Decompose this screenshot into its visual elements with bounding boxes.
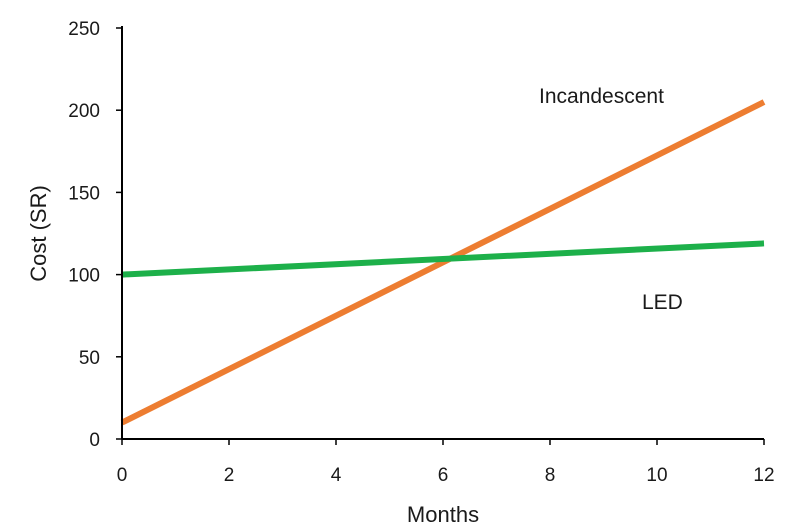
plot-lines bbox=[120, 99, 766, 426]
y-tick-label: 50 bbox=[79, 348, 100, 369]
y-tick-label: 200 bbox=[68, 101, 100, 122]
series-label-led: LED bbox=[642, 291, 683, 314]
x-tick-label: 8 bbox=[545, 465, 556, 486]
x-tick-label: 4 bbox=[331, 465, 342, 486]
series-line-incandescent bbox=[120, 99, 766, 426]
x-tick-label: 10 bbox=[646, 465, 667, 486]
series-label-incandescent: Incandescent bbox=[539, 85, 664, 108]
x-axis-title: Months bbox=[407, 502, 479, 527]
x-axis-ticks: 0 2 4 6 8 10 12 bbox=[117, 439, 775, 486]
y-tick-label: 250 bbox=[68, 19, 100, 40]
x-tick-label: 2 bbox=[224, 465, 235, 486]
y-axis-title: Cost (SR) bbox=[26, 185, 51, 282]
y-tick-label: 150 bbox=[68, 183, 100, 204]
series-line-led bbox=[121, 240, 765, 278]
x-tick-label: 6 bbox=[438, 465, 449, 486]
y-axis-ticks: 0 50 100 150 200 250 bbox=[68, 19, 122, 451]
x-tick-label: 12 bbox=[753, 465, 774, 486]
y-tick-label: 100 bbox=[68, 266, 100, 287]
x-tick-label: 0 bbox=[117, 465, 128, 486]
y-tick-label: 0 bbox=[89, 430, 100, 451]
